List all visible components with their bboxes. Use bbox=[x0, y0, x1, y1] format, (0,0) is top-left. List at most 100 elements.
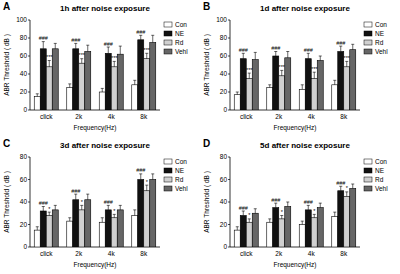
error-bar bbox=[36, 227, 39, 230]
x-axis-label: Frequency(Hz) bbox=[274, 261, 317, 269]
error-bar bbox=[345, 192, 348, 197]
y-axis-label: ABR Threshold ( dB ) bbox=[3, 171, 11, 233]
annotation: ### bbox=[104, 41, 114, 47]
x-tick-label: 4k bbox=[108, 113, 116, 120]
y-tick bbox=[228, 202, 230, 203]
error-bar bbox=[236, 92, 239, 95]
bar bbox=[350, 50, 356, 110]
annotation: * bbox=[48, 206, 51, 212]
error-bar bbox=[119, 46, 122, 54]
bar bbox=[99, 92, 105, 110]
error-bar bbox=[48, 212, 51, 215]
bar bbox=[144, 191, 150, 247]
bar bbox=[105, 210, 111, 247]
bar bbox=[317, 208, 323, 247]
x-tick-label: 2k bbox=[275, 250, 283, 257]
x-tick-label: 8k bbox=[140, 250, 148, 257]
bar bbox=[138, 180, 144, 248]
x-tick-label: 4k bbox=[308, 250, 316, 257]
annotation: ### bbox=[39, 35, 49, 41]
legend-label: Vehl bbox=[375, 185, 388, 192]
bar bbox=[338, 191, 344, 247]
bar bbox=[252, 213, 258, 247]
y-tick bbox=[28, 202, 30, 203]
bar bbox=[344, 196, 350, 247]
legend-swatch bbox=[164, 49, 172, 54]
annotation: ### bbox=[136, 29, 146, 35]
annotation: ### bbox=[71, 188, 81, 194]
error-bar bbox=[286, 52, 289, 58]
panel: C3d after noise exposure020406080ABR Thr… bbox=[3, 138, 188, 269]
bar bbox=[299, 225, 305, 248]
error-bar bbox=[42, 207, 45, 212]
legend-swatch bbox=[164, 22, 172, 27]
legend-swatch bbox=[364, 186, 372, 191]
error-bar bbox=[274, 203, 277, 208]
bar bbox=[311, 79, 317, 111]
x-tick-label: click bbox=[240, 113, 253, 120]
annotation: ### bbox=[336, 40, 346, 46]
bar bbox=[267, 222, 273, 247]
y-tick bbox=[228, 56, 230, 57]
bar bbox=[234, 230, 240, 247]
error-bar bbox=[236, 227, 239, 230]
y-tick bbox=[28, 179, 30, 180]
bar bbox=[111, 218, 117, 247]
y-tick bbox=[228, 110, 230, 111]
figure: A1h after noise exposure020406080100ABR … bbox=[0, 0, 400, 274]
annotation: *** bbox=[279, 64, 286, 70]
error-bar bbox=[307, 205, 310, 210]
y-tick-label: 80 bbox=[20, 153, 28, 160]
y-tick-label: 60 bbox=[220, 176, 228, 183]
error-bar bbox=[351, 44, 354, 49]
bar bbox=[285, 207, 291, 248]
bar bbox=[34, 230, 40, 247]
y-tick-label: 40 bbox=[20, 70, 28, 77]
title: 1d after noise exposure bbox=[260, 4, 350, 13]
bar bbox=[79, 63, 85, 110]
legend-label: Con bbox=[375, 21, 387, 28]
legend-swatch bbox=[364, 177, 372, 182]
bar bbox=[132, 85, 138, 110]
annotation: ### bbox=[271, 45, 281, 51]
bar bbox=[52, 210, 58, 247]
bar bbox=[85, 52, 91, 111]
x-tick-label: 4k bbox=[108, 250, 116, 257]
x-axis-label: Frequency(Hz) bbox=[74, 124, 117, 132]
error-bar bbox=[268, 219, 271, 222]
annotation: *** bbox=[144, 47, 151, 53]
error-bar bbox=[248, 219, 251, 222]
bar bbox=[305, 210, 311, 247]
legend-swatch bbox=[364, 40, 372, 45]
x-axis-label: Frequency(Hz) bbox=[274, 124, 317, 132]
x-tick-label: click bbox=[240, 250, 253, 257]
marks bbox=[234, 184, 356, 247]
error-bar bbox=[113, 61, 116, 66]
error-bar bbox=[133, 80, 136, 85]
error-bar bbox=[254, 209, 257, 214]
x-tick-label: 8k bbox=[340, 250, 348, 257]
title: 5d after noise exposure bbox=[260, 141, 350, 150]
x-tick-label: 2k bbox=[275, 113, 283, 120]
y-tick bbox=[28, 157, 30, 158]
y-tick-label: 40 bbox=[220, 198, 228, 205]
y-tick bbox=[28, 92, 30, 93]
error-bar bbox=[68, 218, 71, 221]
legend-label: NE bbox=[175, 30, 185, 37]
bar bbox=[299, 89, 305, 110]
y-tick bbox=[28, 247, 30, 248]
y-axis bbox=[230, 20, 231, 110]
panel: A1h after noise exposure020406080100ABR … bbox=[3, 1, 188, 132]
y-tick-label: 100 bbox=[216, 16, 227, 23]
bar bbox=[46, 67, 52, 110]
error-bar bbox=[86, 194, 89, 200]
legend-label: NE bbox=[375, 30, 385, 37]
error-bar bbox=[74, 43, 77, 48]
annotation: *** bbox=[79, 52, 86, 58]
annotation: *** bbox=[111, 55, 118, 61]
y-tick bbox=[228, 224, 230, 225]
panel-label: B bbox=[203, 1, 210, 12]
bar bbox=[350, 189, 356, 248]
legend-swatch bbox=[164, 159, 172, 164]
y-tick-label: 0 bbox=[223, 243, 227, 250]
